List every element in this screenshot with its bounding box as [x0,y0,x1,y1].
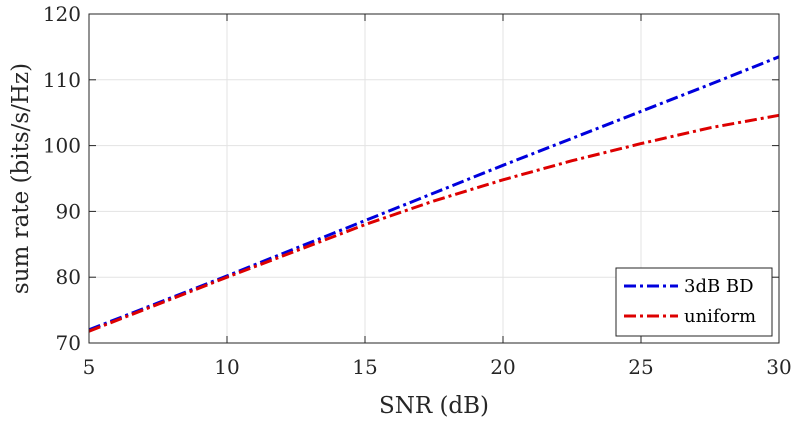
legend-label: uniform [684,306,756,327]
y-tick-label: 100 [43,134,81,158]
plot-frame [88,13,780,344]
y-tick-label: 110 [43,68,81,92]
y-tick-label: 90 [56,199,81,223]
x-tick-label: 10 [214,355,239,379]
legend-label: 3dB BD [684,276,754,297]
y-tick-label: 70 [56,331,81,355]
x-axis-label: SNR (dB) [379,393,489,419]
y-tick-label: 80 [56,265,81,289]
x-tick-label: 20 [490,355,515,379]
y-axis-label: sum rate (bits/s/Hz) [8,63,34,294]
x-tick-label: 30 [766,355,791,379]
legend: 3dB BD uniform [615,267,773,337]
x-tick-label: 15 [352,355,377,379]
x-tick-label: 25 [628,355,653,379]
series-layer [88,55,780,333]
x-tick-label: 5 [83,355,96,379]
y-tick-label: 120 [43,2,81,26]
series-line-uniform [88,113,780,333]
legend-box [615,267,773,337]
axis-ticks: 5 10 15 20 25 30 70 80 90 100 110 120 [43,2,792,379]
